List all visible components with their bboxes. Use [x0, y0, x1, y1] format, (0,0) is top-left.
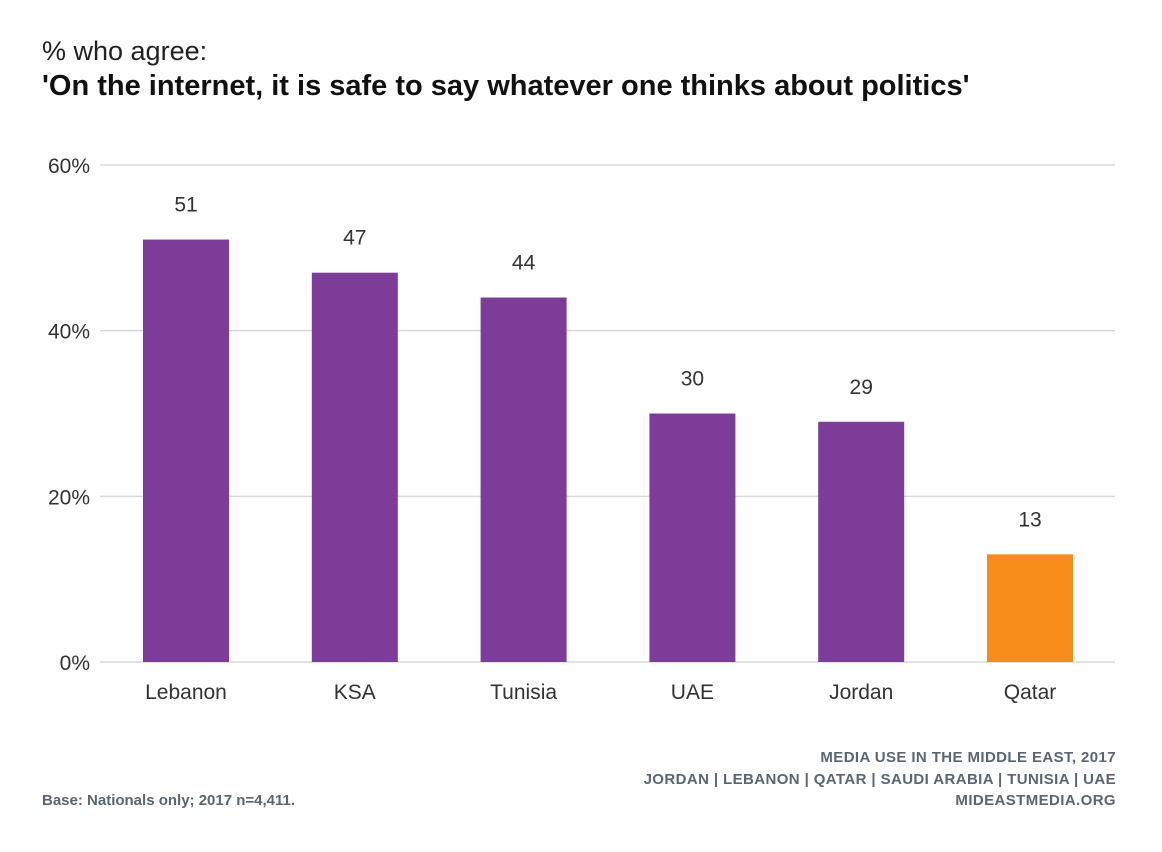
bar-chart: 0% 20% 40% 60% 51 47 44 30 29 13 Lebanon KSA Tunis…: [48, 155, 1115, 704]
y-tick-label: 0%: [60, 652, 90, 675]
x-tick-label-qatar: Qatar: [1004, 681, 1057, 704]
data-label-lebanon: 51: [174, 194, 197, 217]
source-title: MEDIA USE IN THE MIDDLE EAST, 2017: [820, 749, 1116, 766]
chart-title: 'On the internet, it is safe to say what…: [42, 70, 970, 102]
data-label-ksa: 47: [343, 227, 366, 250]
x-tick-label-jordan: Jordan: [829, 681, 893, 704]
bar-lebanon: [143, 239, 229, 663]
chart-subtitle: % who agree:: [42, 36, 208, 66]
data-label-jordan: 29: [850, 376, 873, 399]
source-countries: JORDAN | LEBANON | QATAR | SAUDI ARABIA …: [643, 771, 1116, 788]
bar-uae: [649, 413, 736, 662]
y-tick-label: 20%: [48, 486, 90, 509]
gridlines: [100, 164, 1115, 663]
data-label-tunisia: 44: [512, 252, 536, 275]
bar-ksa: [311, 272, 398, 662]
bar-tunisia: [480, 297, 567, 662]
x-tick-label-ksa: KSA: [334, 681, 376, 704]
x-tick-label-tunisia: Tunisia: [490, 681, 557, 704]
source-website: MIDEASTMEDIA.ORG: [955, 792, 1116, 809]
base-note: Base: Nationals only; 2017 n=4,411.: [42, 792, 296, 809]
data-label-qatar: 13: [1018, 508, 1041, 531]
y-tick-label: 60%: [48, 155, 90, 178]
data-labels: 51 47 44 30 29 13: [174, 194, 1041, 532]
data-label-uae: 30: [681, 368, 704, 391]
bars: [143, 239, 1073, 663]
y-axis-ticks: 0% 20% 40% 60%: [48, 155, 90, 675]
x-axis-ticks: Lebanon KSA Tunisia UAE Jordan Qatar: [145, 681, 1056, 704]
x-tick-label-lebanon: Lebanon: [145, 681, 227, 704]
y-tick-label: 40%: [48, 321, 90, 344]
x-tick-label-uae: UAE: [671, 681, 714, 704]
bar-qatar: [987, 554, 1073, 662]
bar-jordan: [818, 421, 905, 662]
